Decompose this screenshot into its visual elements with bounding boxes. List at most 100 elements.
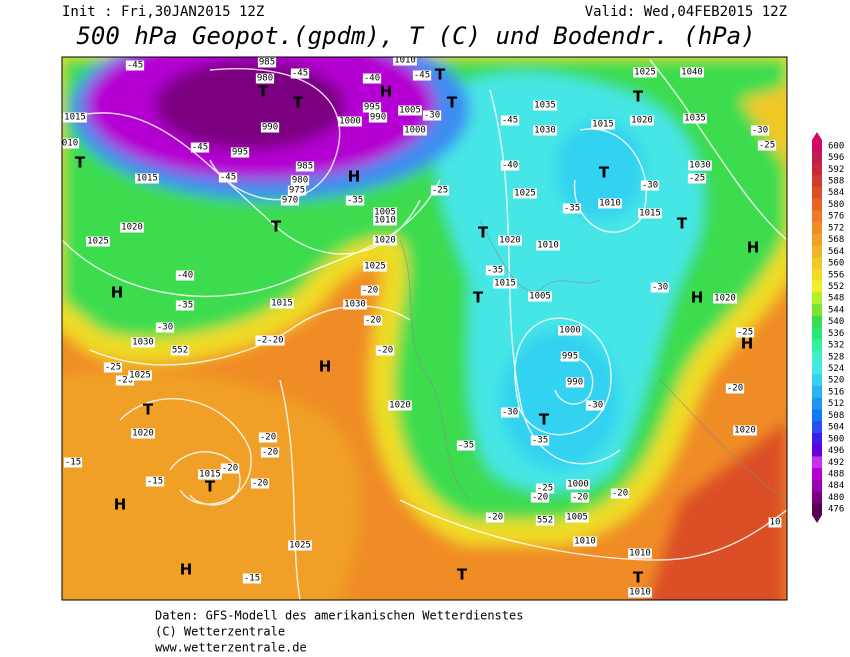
- label-box: [131, 337, 155, 348]
- label-box: [63, 112, 87, 123]
- isoline-label: 1000: [404, 126, 426, 136]
- colorbar-label: 548: [828, 294, 844, 304]
- isoline-label: 1020: [734, 426, 756, 436]
- isoline-label: -15: [244, 574, 260, 584]
- pressure-center: H: [114, 496, 127, 514]
- isoline-label: -40: [177, 271, 193, 281]
- pressure-center: T: [539, 411, 550, 429]
- colorbar-label: 592: [828, 165, 844, 175]
- isoline-label: 1020: [631, 116, 653, 126]
- colorbar-tip: [812, 515, 822, 523]
- label-box: [735, 327, 755, 338]
- label-box: [393, 57, 417, 66]
- colorbar-swatch: [812, 362, 822, 375]
- pressure-center: T: [75, 154, 86, 172]
- isoline-label: -25: [689, 174, 705, 184]
- colorbar-label: 484: [828, 481, 844, 491]
- label-box: [456, 440, 476, 451]
- colorbar-swatch: [812, 386, 822, 399]
- isoline-label: 1020: [499, 236, 521, 246]
- isoline-label: -25: [105, 363, 121, 373]
- colorbar-swatch: [812, 304, 822, 317]
- isoline-label: -35: [487, 266, 503, 276]
- isoline-label: 1015: [271, 299, 293, 309]
- isoline-label: 10: [770, 518, 781, 528]
- isoline-label: 975: [289, 186, 305, 196]
- label-box: [375, 345, 395, 356]
- pressure-center: T: [478, 224, 489, 242]
- isoline-label: 1010: [629, 549, 651, 559]
- colorbar-label: 536: [828, 329, 844, 339]
- isoline-label: 552: [172, 346, 188, 356]
- label-box: [757, 140, 777, 151]
- label-box: [628, 548, 652, 559]
- label-box: [493, 278, 517, 289]
- colorbar-label: 480: [828, 493, 844, 503]
- isoline-label: 995: [562, 352, 578, 362]
- colorbar-swatch: [812, 479, 822, 493]
- isoline-label: 980: [257, 74, 273, 84]
- label-box: [260, 447, 280, 458]
- label-box: [422, 110, 442, 121]
- isoline-label: 1030: [689, 161, 711, 171]
- isoline-label: 985: [259, 58, 275, 68]
- label-box: [585, 400, 605, 411]
- isoline-label: 980: [292, 176, 308, 186]
- label-box: [500, 115, 520, 126]
- label-box: [290, 68, 310, 79]
- label-box: [373, 207, 397, 218]
- isoline-label: 1005: [529, 292, 551, 302]
- label-box: [498, 235, 522, 246]
- pressure-center: T: [293, 94, 304, 112]
- isoline-label: -40: [502, 161, 518, 171]
- isoline-label: -30: [424, 111, 440, 121]
- isoline-label: 1010: [537, 241, 559, 251]
- isoline-label: -45: [414, 71, 430, 81]
- colorbar-label: 524: [828, 364, 844, 374]
- isoline-label: 1015: [199, 470, 221, 480]
- colorbar-label: 492: [828, 458, 844, 468]
- pressure-center: H: [741, 335, 754, 353]
- label-box: [633, 67, 657, 78]
- colorbar-label: 584: [828, 188, 844, 198]
- isoline-label: -30: [587, 401, 603, 411]
- isoline-label: -45: [192, 143, 208, 153]
- label-box: [368, 112, 388, 123]
- colorbar-swatch: [812, 409, 822, 422]
- label-box: [628, 587, 652, 598]
- label-box: [713, 293, 737, 304]
- pressure-center: T: [447, 94, 458, 112]
- label-box: [725, 383, 745, 394]
- colorbar-label: 588: [828, 177, 844, 187]
- label-box: [218, 172, 238, 183]
- label-box: [530, 492, 550, 503]
- isoline-label: -30: [652, 283, 668, 293]
- isoline-label: -15: [65, 458, 81, 468]
- isoline-label: -25: [737, 328, 753, 338]
- colorbar-label: 488: [828, 469, 844, 479]
- label-box: [533, 125, 557, 136]
- label-box: [610, 488, 630, 499]
- isoline-label: 1025: [87, 237, 109, 247]
- isoline-label: 1030: [344, 300, 366, 310]
- label-box: [230, 147, 250, 158]
- colorbar-swatch: [812, 327, 822, 340]
- label-box: [190, 142, 210, 153]
- label-box: [573, 536, 597, 547]
- label-box: [280, 195, 300, 206]
- label-box: [500, 160, 520, 171]
- isoline-label: -25: [537, 484, 553, 494]
- label-box: [398, 105, 422, 116]
- isoline-label: 1040: [681, 68, 703, 78]
- isoline-label: 1010: [599, 199, 621, 209]
- label-box: [242, 573, 262, 584]
- colorbar-label: 516: [828, 387, 844, 397]
- label-box: [220, 463, 240, 474]
- label-box: [345, 195, 365, 206]
- isoline-label: -25: [759, 141, 775, 151]
- colorbar-swatch: [812, 456, 822, 469]
- colorbar-swatch: [812, 198, 822, 211]
- map-frame: [61, 56, 788, 601]
